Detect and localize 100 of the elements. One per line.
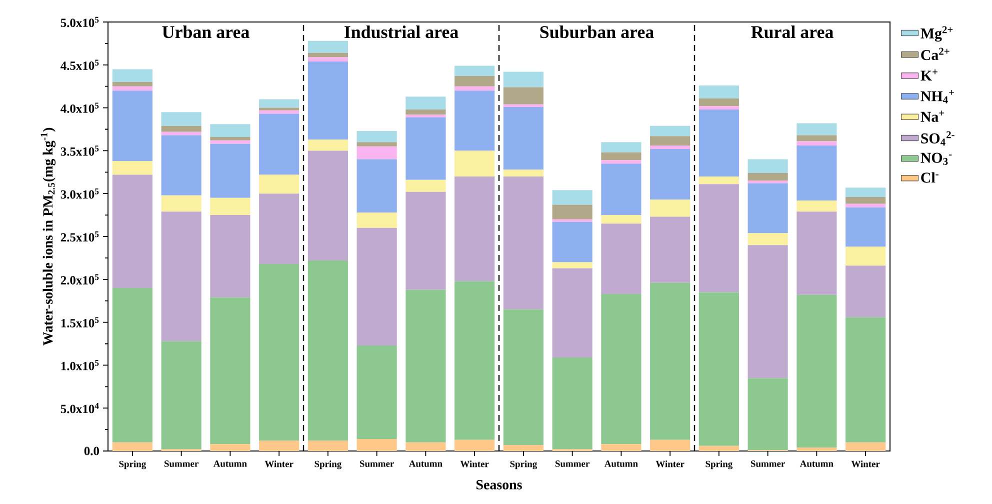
bar	[846, 442, 886, 451]
legend-label: Na$^{+}$	[920, 110, 944, 122]
bar	[161, 135, 202, 196]
bar	[308, 61, 348, 140]
bar	[601, 444, 642, 451]
bar	[259, 264, 300, 441]
y-tick-label: 0.0	[84, 446, 100, 456]
bar	[308, 140, 348, 151]
x-tick-label: Autumn	[213, 460, 247, 467]
x-tick-label: Winter	[264, 460, 294, 468]
x-tick-label: Summer	[360, 460, 394, 467]
bar	[308, 57, 348, 62]
bar	[698, 184, 739, 292]
x-tick-label: Winter	[656, 460, 684, 468]
bar	[552, 204, 592, 220]
bar	[210, 444, 250, 451]
x-tick-label: Autumn	[408, 460, 442, 467]
bar	[748, 173, 788, 181]
bar	[210, 144, 250, 198]
y-tick-label: 5.0x10$^{5}$	[60, 16, 99, 28]
y-tick-label: 1.0x10$^{5}$	[61, 360, 99, 370]
bar	[698, 106, 739, 110]
bar	[698, 292, 739, 446]
bar	[210, 215, 250, 298]
bar	[650, 148, 690, 200]
bar	[308, 52, 348, 58]
x-tick-label: Spring	[119, 460, 146, 470]
bar	[406, 117, 446, 180]
y-tick-label: 3.0x10$^{5}$	[60, 188, 99, 199]
bar	[650, 146, 690, 149]
bar	[406, 114, 446, 118]
bar	[846, 207, 886, 247]
bar	[796, 146, 837, 200]
legend-label: K$^{+}$	[920, 69, 938, 81]
bar	[259, 114, 300, 175]
annotation: Rural area	[751, 26, 834, 38]
bar	[356, 438, 397, 451]
bar	[698, 110, 739, 176]
bar	[698, 85, 739, 98]
bar	[161, 341, 202, 450]
bar	[748, 183, 788, 234]
y-tick-label: 5.0x10$^{4}$	[60, 402, 99, 414]
bar	[356, 159, 397, 212]
bar	[356, 146, 397, 160]
bar	[796, 200, 837, 212]
bar	[796, 448, 837, 451]
y-tick-label: 1.5x10$^{5}$	[61, 317, 99, 328]
bar	[846, 197, 886, 204]
x-tick-label: Spring	[314, 460, 342, 470]
bar	[406, 192, 446, 290]
bar	[356, 130, 397, 142]
bar	[308, 440, 348, 451]
bar	[601, 152, 642, 160]
bar	[259, 108, 300, 110]
x-tick-label: Spring	[706, 460, 733, 470]
bar	[503, 444, 544, 451]
bar	[454, 281, 495, 440]
bar	[796, 135, 837, 142]
bar	[406, 96, 446, 110]
bar	[552, 190, 592, 205]
bar	[112, 90, 152, 161]
y-tick-label: 4.5x10$^{5}$	[60, 60, 99, 70]
y-tick-label: 3.5x10$^{5}$	[60, 146, 99, 156]
bar	[161, 195, 202, 212]
bar	[503, 72, 544, 88]
bar	[454, 176, 495, 282]
bar	[601, 215, 642, 224]
bar	[503, 309, 544, 445]
bar	[796, 294, 837, 448]
y-axis-title: Water-soluble ions in PM$_{2.5}$(mg kg$^{-1}$)	[40, 128, 56, 346]
bar	[846, 317, 886, 442]
bar	[748, 180, 788, 184]
bar	[748, 378, 788, 450]
bar	[210, 297, 250, 444]
bar	[552, 268, 592, 358]
bar	[454, 90, 495, 151]
bar	[601, 294, 642, 444]
bar	[406, 180, 446, 192]
bar	[454, 66, 495, 76]
x-tick-label: Winter	[460, 460, 489, 468]
bar	[454, 440, 495, 451]
bar	[308, 40, 348, 53]
legend-label: NH$_{4}$+	[920, 90, 954, 104]
bar	[650, 126, 690, 136]
bar	[112, 160, 152, 175]
bar	[698, 446, 739, 451]
bar	[601, 224, 642, 294]
bar	[650, 136, 690, 146]
bar	[601, 164, 642, 216]
legend-label: Ca$^{2+}$	[921, 48, 950, 60]
x-tick-label: Autumn	[800, 460, 834, 467]
bar	[259, 110, 300, 114]
bar	[552, 357, 592, 450]
y-tick-label: 4.0x10$^{5}$	[60, 102, 99, 113]
bar	[748, 245, 788, 378]
bar	[259, 99, 300, 108]
bar	[601, 160, 642, 164]
bar	[406, 442, 446, 451]
legend-label: NO$_{3}$-	[920, 152, 952, 165]
annotation: Urban area	[162, 26, 250, 38]
